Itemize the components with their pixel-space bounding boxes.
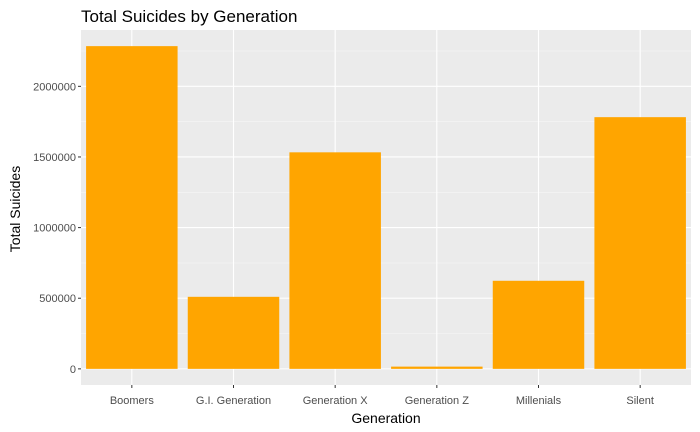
y-axis-title: Total Suicides (7, 166, 23, 252)
bar-g-i-generation (187, 296, 280, 369)
x-axis: Boomers G.I. Generation Generation X Genera… (110, 385, 654, 407)
x-tick-label: Generation X (303, 395, 368, 407)
bar-boomers (86, 46, 178, 369)
bars-group (86, 46, 686, 369)
bar-generation-x (289, 152, 381, 369)
x-tick-label: G.I. Generation (196, 395, 271, 407)
y-tick-label: 500000 (39, 293, 76, 305)
bar-millenials (492, 280, 585, 369)
x-tick-label: Boomers (110, 395, 155, 407)
y-tick-label: 2000000 (33, 81, 76, 93)
bar-silent (594, 117, 686, 369)
plot-panel (81, 30, 691, 385)
y-tick-label: 1500000 (33, 152, 76, 164)
x-tick-label: Generation Z (405, 395, 469, 407)
x-tick-label: Millenials (516, 395, 562, 407)
y-tick-label: 0 (70, 364, 76, 376)
grid-minor-lines (81, 50, 691, 334)
chart-title: Total Suicides by Generation (81, 7, 297, 26)
bar-generation-z (391, 366, 483, 369)
x-tick-label: Silent (626, 395, 654, 407)
x-axis-title: Generation (351, 410, 420, 426)
y-axis: 0 500000 1000000 1500000 2000000 (33, 81, 81, 376)
y-tick-label: 1000000 (33, 223, 76, 235)
